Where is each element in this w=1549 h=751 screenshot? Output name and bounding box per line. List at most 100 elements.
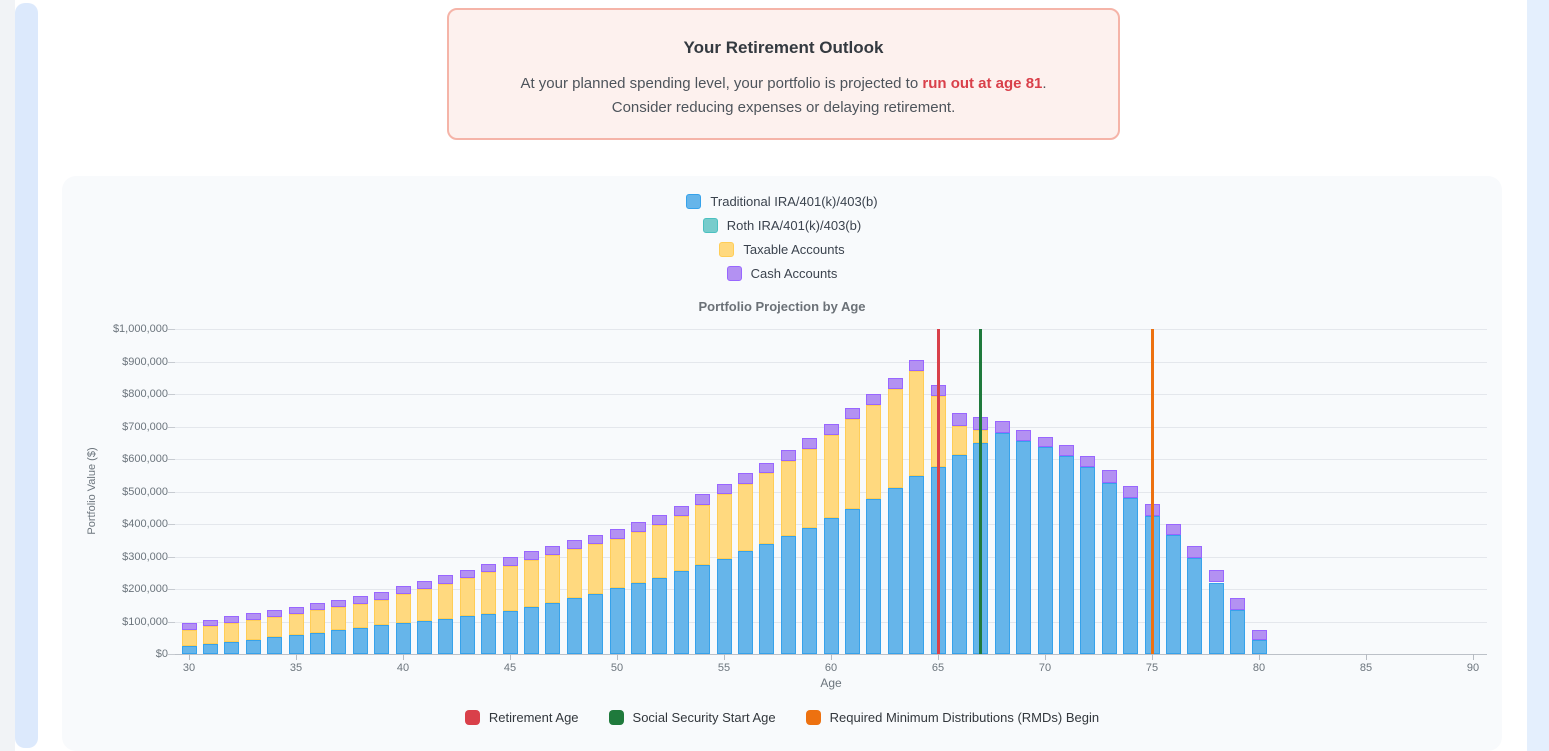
bar-segment-age-33[interactable] [245,639,261,654]
bar-segment-age-31[interactable] [202,643,218,654]
bar-segment-age-62[interactable] [866,394,882,406]
bar-segment-age-32[interactable] [224,616,240,624]
bar-segment-age-43[interactable] [459,578,475,617]
bar-segment-age-54[interactable] [695,565,711,654]
bar-segment-age-40[interactable] [395,585,411,594]
bar-segment-age-41[interactable] [416,620,432,654]
bar-segment-age-34[interactable] [267,616,283,638]
bar-segment-age-76[interactable] [1165,534,1181,654]
bar-segment-age-79[interactable] [1230,609,1246,654]
bar-segment-age-51[interactable] [630,583,646,654]
right-scrollbar-track[interactable] [1527,0,1549,751]
bar-segment-age-46[interactable] [523,551,539,561]
bar-segment-age-42[interactable] [438,575,454,584]
bar-segment-age-48[interactable] [566,549,582,599]
bar-segment-age-55[interactable] [716,558,732,654]
bar-segment-age-60[interactable] [823,423,839,435]
bar-segment-age-48[interactable] [566,598,582,654]
bar-segment-age-55[interactable] [716,483,732,495]
bar-segment-age-78[interactable] [1208,570,1224,583]
bar-segment-age-32[interactable] [224,623,240,642]
bar-segment-age-41[interactable] [416,589,432,621]
bar-segment-age-55[interactable] [716,494,732,559]
bar-segment-age-45[interactable] [502,566,518,612]
bar-segment-age-64[interactable] [909,475,925,654]
bar-segment-age-39[interactable] [374,599,390,625]
bar-segment-age-69[interactable] [1016,441,1032,654]
bar-segment-age-35[interactable] [288,613,304,636]
bar-segment-age-68[interactable] [994,421,1010,433]
bar-segment-age-62[interactable] [866,499,882,654]
bar-segment-age-38[interactable] [352,603,368,628]
bar-segment-age-47[interactable] [545,555,561,603]
bar-segment-age-72[interactable] [1080,455,1096,468]
bar-segment-age-60[interactable] [823,434,839,519]
bar-segment-age-57[interactable] [759,473,775,544]
bar-segment-age-63[interactable] [887,487,903,654]
bar-segment-age-61[interactable] [844,419,860,510]
legend-item-3[interactable]: Taxable Accounts [719,242,845,257]
bar-segment-age-50[interactable] [609,538,625,589]
bar-segment-age-33[interactable] [245,619,261,640]
bar-segment-age-48[interactable] [566,539,582,550]
bar-segment-age-61[interactable] [844,408,860,420]
bar-segment-age-80[interactable] [1251,629,1267,641]
bar-segment-age-43[interactable] [459,616,475,654]
bar-segment-age-50[interactable] [609,588,625,654]
bar-segment-age-66[interactable] [951,454,967,654]
bar-segment-age-57[interactable] [759,543,775,654]
bar-segment-age-43[interactable] [459,569,475,579]
bar-segment-age-73[interactable] [1101,470,1117,483]
bar-segment-age-45[interactable] [502,557,518,567]
bar-segment-age-44[interactable] [481,572,497,615]
bar-segment-age-66[interactable] [951,425,967,455]
bar-segment-age-57[interactable] [759,462,775,474]
bar-segment-age-35[interactable] [288,635,304,654]
bar-segment-age-74[interactable] [1123,485,1139,498]
bar-segment-age-52[interactable] [652,514,668,525]
bar-segment-age-70[interactable] [1037,447,1053,654]
bar-segment-age-74[interactable] [1123,498,1139,654]
bar-segment-age-49[interactable] [588,534,604,545]
bar-segment-age-78[interactable] [1208,582,1224,654]
bar-segment-age-50[interactable] [609,529,625,539]
bar-segment-age-66[interactable] [951,412,967,426]
bar-segment-age-58[interactable] [780,460,796,536]
bar-segment-age-80[interactable] [1251,640,1267,654]
bar-segment-age-64[interactable] [909,359,925,371]
bar-segment-age-45[interactable] [502,611,518,654]
bar-segment-age-54[interactable] [695,504,711,566]
legend-item-2[interactable]: Roth IRA/401(k)/403(b) [702,218,861,233]
bar-segment-age-30[interactable] [181,629,197,646]
bar-segment-age-31[interactable] [202,619,218,627]
bar-segment-age-30[interactable] [181,623,197,630]
bar-segment-age-62[interactable] [866,405,882,500]
bar-segment-age-36[interactable] [309,632,325,654]
bar-segment-age-40[interactable] [395,623,411,654]
bar-segment-age-64[interactable] [909,370,925,476]
bar-segment-age-47[interactable] [545,602,561,654]
bar-segment-age-32[interactable] [224,641,240,654]
bar-segment-age-37[interactable] [331,607,347,631]
bar-segment-age-52[interactable] [652,524,668,579]
bar-segment-age-37[interactable] [331,630,347,654]
bar-segment-age-49[interactable] [588,593,604,654]
bar-segment-age-42[interactable] [438,583,454,619]
bar-segment-age-52[interactable] [652,578,668,654]
bar-segment-age-44[interactable] [481,614,497,654]
bar-segment-age-42[interactable] [438,618,454,654]
bar-segment-age-37[interactable] [331,599,347,608]
bar-segment-age-56[interactable] [737,473,753,485]
bar-segment-age-53[interactable] [673,571,689,654]
bar-segment-age-63[interactable] [887,389,903,488]
bar-segment-age-39[interactable] [374,591,390,600]
bar-segment-age-59[interactable] [802,448,818,528]
bar-segment-age-73[interactable] [1101,482,1117,654]
bar-segment-age-46[interactable] [523,607,539,654]
bar-segment-age-38[interactable] [352,627,368,654]
legend-item-1[interactable]: Traditional IRA/401(k)/403(b) [686,194,878,209]
bar-segment-age-79[interactable] [1230,598,1246,610]
bar-segment-age-33[interactable] [245,613,261,620]
bar-segment-age-41[interactable] [416,580,432,589]
bar-segment-age-38[interactable] [352,595,368,604]
